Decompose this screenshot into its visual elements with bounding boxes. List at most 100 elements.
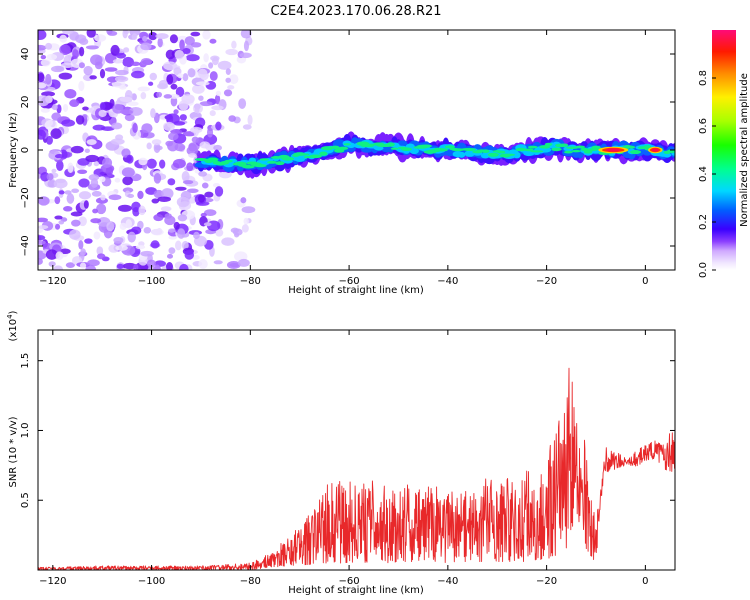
noise-blob xyxy=(191,136,199,143)
noise-blob xyxy=(181,170,190,182)
noise-blob xyxy=(187,68,196,78)
signal-blob xyxy=(463,148,476,152)
noise-blob xyxy=(214,94,221,105)
noise-blob xyxy=(179,263,189,270)
signal-blob xyxy=(670,150,675,153)
noise-blob xyxy=(38,82,47,89)
noise-blob xyxy=(40,171,50,182)
noise-blob xyxy=(90,218,102,224)
noise-blob xyxy=(65,262,76,269)
noise-blob xyxy=(140,92,147,100)
noise-blob xyxy=(38,30,47,40)
noise-blob xyxy=(156,91,163,98)
noise-blob xyxy=(137,190,144,200)
noise-blob xyxy=(46,53,58,61)
noise-blob xyxy=(184,250,194,260)
noise-blob xyxy=(59,44,71,56)
noise-blob xyxy=(225,48,238,56)
noise-blob xyxy=(117,204,132,212)
noise-blob xyxy=(55,251,64,260)
noise-blob xyxy=(122,176,133,186)
noise-blob xyxy=(174,143,186,152)
noise-blob xyxy=(234,232,240,238)
noise-blob xyxy=(119,96,133,103)
signal-blob xyxy=(242,165,255,169)
noise-blob xyxy=(163,94,173,99)
noise-blob xyxy=(91,190,102,197)
spectrogram-marks xyxy=(38,30,675,270)
noise-blob xyxy=(119,222,127,230)
noise-blob xyxy=(53,179,68,189)
noise-blob xyxy=(54,215,63,220)
noise-blob xyxy=(182,73,189,82)
noise-blob xyxy=(143,226,152,234)
signal-blob xyxy=(575,145,586,149)
signal-blob xyxy=(524,148,534,152)
colorbar-tick-label: 0.0 xyxy=(698,262,709,278)
noise-blob xyxy=(112,103,124,114)
noise-blob xyxy=(223,89,233,97)
colorbar: 0.0 0.2 0.4 0.6 0.8 Normalized spectral ampl… xyxy=(698,30,750,278)
noise-blob xyxy=(38,72,45,83)
noise-blob xyxy=(168,228,176,233)
noise-blob xyxy=(110,138,125,145)
noise-blob xyxy=(146,142,152,150)
spectrogram-x-tick-label: −80 xyxy=(240,276,261,287)
spectrogram-y-ticks: −40 −20 0 20 40 xyxy=(20,48,675,257)
signal-blob xyxy=(390,147,399,150)
noise-blob xyxy=(192,103,204,114)
noise-blob xyxy=(140,57,152,66)
noise-blob xyxy=(78,216,87,227)
noise-blob xyxy=(141,123,153,134)
noise-blob xyxy=(173,221,180,230)
noise-blob xyxy=(38,235,46,241)
noise-blob xyxy=(55,223,61,230)
noise-blob xyxy=(199,141,211,149)
noise-blob xyxy=(153,214,164,222)
noise-blob xyxy=(211,105,224,111)
noise-blob xyxy=(85,154,100,163)
noise-blob xyxy=(239,52,252,59)
signal-blob xyxy=(319,151,328,156)
noise-blob xyxy=(199,101,213,107)
spectrogram-y-tick-label: −40 xyxy=(20,235,31,256)
noise-blob xyxy=(105,166,114,177)
noise-blob xyxy=(104,67,118,72)
noise-blob xyxy=(70,145,84,154)
signal-blob xyxy=(502,153,516,156)
noise-blob xyxy=(151,198,160,204)
noise-blob xyxy=(58,190,65,195)
noise-blob xyxy=(241,206,256,214)
noise-blob xyxy=(86,139,97,145)
noise-blob xyxy=(78,80,85,92)
noise-blob xyxy=(123,47,130,53)
noise-blob xyxy=(54,154,65,159)
snr-x-tick-label: 0 xyxy=(642,576,648,587)
noise-blob xyxy=(78,240,84,250)
noise-blob xyxy=(126,154,134,164)
noise-blob xyxy=(198,171,208,177)
noise-blob xyxy=(168,247,176,255)
noise-blob xyxy=(213,144,223,151)
noise-blob xyxy=(243,40,249,52)
noise-blob xyxy=(50,65,65,73)
noise-blob xyxy=(151,139,162,145)
noise-blob xyxy=(51,112,62,121)
noise-blob xyxy=(130,61,141,66)
noise-blob xyxy=(93,161,100,167)
noise-blob xyxy=(46,173,54,181)
spectrogram-x-tick-label: −20 xyxy=(536,276,557,287)
spectrogram-x-tick-label: −100 xyxy=(138,276,165,287)
peak-blob xyxy=(605,148,621,152)
noise-blob xyxy=(190,31,201,37)
noise-blob xyxy=(169,34,178,44)
noise-blob xyxy=(78,62,85,69)
noise-blob xyxy=(201,182,209,189)
noise-blob xyxy=(80,262,87,269)
noise-blob xyxy=(215,228,224,237)
noise-blob xyxy=(190,126,203,134)
noise-blob xyxy=(90,54,103,66)
noise-blob xyxy=(157,196,172,202)
noise-blob xyxy=(168,235,178,240)
noise-blob xyxy=(172,158,186,169)
